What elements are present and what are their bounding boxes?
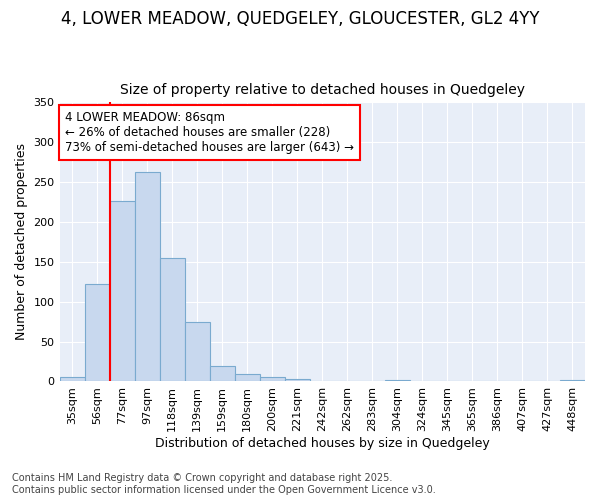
Bar	[110, 201, 134, 382]
Bar	[385, 380, 410, 382]
Y-axis label: Number of detached properties: Number of detached properties	[15, 144, 28, 340]
Text: Contains HM Land Registry data © Crown copyright and database right 2025.
Contai: Contains HM Land Registry data © Crown c…	[12, 474, 436, 495]
Bar	[185, 322, 209, 382]
Title: Size of property relative to detached houses in Quedgeley: Size of property relative to detached ho…	[120, 83, 525, 97]
Bar	[59, 378, 85, 382]
Bar	[160, 258, 185, 382]
Bar	[85, 284, 110, 382]
Bar	[310, 380, 335, 382]
Bar	[560, 380, 585, 382]
Text: 4, LOWER MEADOW, QUEDGELEY, GLOUCESTER, GL2 4YY: 4, LOWER MEADOW, QUEDGELEY, GLOUCESTER, …	[61, 10, 539, 28]
Text: 4 LOWER MEADOW: 86sqm
← 26% of detached houses are smaller (228)
73% of semi-det: 4 LOWER MEADOW: 86sqm ← 26% of detached …	[65, 110, 354, 154]
Bar	[235, 374, 260, 382]
Bar	[285, 379, 310, 382]
X-axis label: Distribution of detached houses by size in Quedgeley: Distribution of detached houses by size …	[155, 437, 490, 450]
Bar	[260, 378, 285, 382]
Bar	[134, 172, 160, 382]
Bar	[209, 366, 235, 382]
